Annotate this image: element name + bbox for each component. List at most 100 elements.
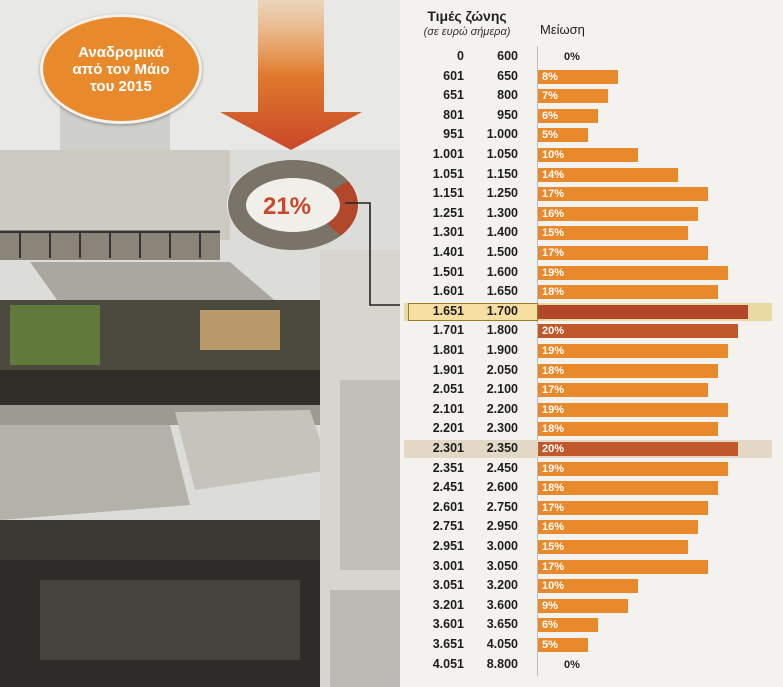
zone-from: 2.301	[432, 441, 464, 455]
zone-to: 600	[497, 49, 518, 63]
reduction-bar	[538, 540, 688, 554]
table-row: 3.051 3.200 10%	[400, 577, 783, 595]
table-row: 0 600 0%	[400, 48, 783, 66]
zone-from: 1.651	[432, 303, 464, 318]
reduction-bar	[538, 618, 598, 633]
table-row: 2.351 2.450 19%	[400, 460, 783, 478]
table-row: 1.601 1.650 18%	[400, 283, 783, 301]
zone-from: 1.151	[432, 186, 464, 201]
reduction-label: 19%	[542, 266, 565, 279]
reduction-bar	[538, 422, 718, 437]
reduction-label: 9%	[542, 599, 558, 612]
zone-to: 950	[497, 107, 518, 122]
table-row: 2.951 3.000 15%	[400, 538, 783, 556]
zone-from: 3.201	[432, 597, 464, 612]
table-row: 1.901 2.050 18%	[400, 362, 783, 380]
zone-from: 1.701	[432, 323, 464, 338]
zone-to: 800	[497, 88, 518, 103]
reduction-bar	[538, 226, 688, 241]
reduction-label: 17%	[542, 188, 565, 201]
column-divider	[537, 46, 538, 676]
zone-to: 2.050	[486, 362, 518, 377]
reduction-label: 10%	[542, 580, 565, 593]
badge-text: Αναδρομικά από τον Μάιο του 2015	[72, 43, 170, 95]
table-row: 1.801 1.900 19%	[400, 342, 783, 360]
zone-from: 1.901	[432, 362, 464, 377]
zone-from: 1.051	[432, 166, 464, 181]
reduction-donut: 21%	[227, 160, 359, 250]
zone-to: 1.900	[486, 343, 518, 357]
table-row: 801 950 6%	[400, 107, 783, 125]
reduction-label: 18%	[542, 286, 565, 299]
zone-from: 1.601	[432, 284, 464, 299]
zone-from: 2.751	[432, 519, 464, 534]
reduction-bar	[538, 402, 728, 417]
zone-from: 601	[443, 68, 464, 83]
zone-to: 8.800	[486, 656, 518, 671]
reduction-bar	[538, 559, 708, 574]
table-row: 4.051 8.800 0%	[400, 656, 783, 674]
table-row: 3.201 3.600 9%	[400, 597, 783, 615]
zone-to: 3.600	[486, 597, 518, 612]
reduction-label: 19%	[542, 462, 565, 475]
zone-to: 2.100	[486, 382, 518, 397]
table-row: 2.301 2.350 20%	[400, 440, 783, 458]
reduction-label: 17%	[542, 247, 565, 259]
table-row: 2.601 2.750 17%	[400, 499, 783, 517]
reduction-label: 20%	[542, 325, 565, 338]
zone-to: 1.300	[486, 205, 518, 220]
table-row: 3.001 3.050 17%	[400, 558, 783, 576]
table-row: 601 650 8%	[400, 68, 783, 86]
zone-to: 2.200	[486, 401, 518, 416]
zone-to: 4.050	[486, 637, 518, 651]
reduction-label: 18%	[542, 423, 565, 436]
zone-from: 1.301	[432, 225, 464, 240]
reduction-bar	[538, 520, 698, 535]
reduction-label: 17%	[542, 384, 565, 397]
reduction-label: 18%	[542, 364, 565, 377]
reduction-label: 6%	[542, 619, 558, 632]
reduction-bar	[538, 344, 728, 358]
reduction-bar	[538, 148, 638, 162]
table-row: 1.301 1.400 15%	[400, 224, 783, 242]
zone-from: 2.451	[432, 480, 464, 495]
reduction-bar	[538, 461, 728, 476]
table-row: 1.001 1.050 10%	[400, 146, 783, 164]
zone-from: 3.601	[432, 617, 464, 632]
zone-from: 651	[443, 88, 464, 103]
header-unit: (σε ευρώ σήμερα)	[423, 26, 511, 38]
reduction-bar	[538, 206, 698, 221]
table-row: 1.501 1.600 19%	[400, 264, 783, 282]
zone-to: 1.050	[486, 147, 518, 161]
reduction-label: 16%	[542, 521, 565, 534]
zone-to: 1.400	[486, 225, 518, 240]
header-zone-prices: Τιμές ζώνης	[427, 8, 507, 24]
zone-to: 3.050	[486, 558, 518, 573]
zone-to: 1.500	[486, 245, 518, 259]
zone-from: 2.601	[432, 499, 464, 514]
reduction-bar	[538, 108, 598, 123]
reduction-label: 6%	[542, 109, 558, 122]
reduction-bar	[538, 481, 718, 496]
zone-to: 1.650	[486, 284, 518, 299]
zone-to: 1.800	[486, 323, 518, 338]
table-row: 1.701 1.800 20%	[400, 322, 783, 340]
reduction-label: 8%	[542, 70, 558, 83]
reduction-bar	[538, 598, 628, 613]
table-row: 1.251 1.300 16%	[400, 205, 783, 223]
zone-from: 0	[457, 49, 464, 63]
zone-to: 3.000	[486, 539, 518, 553]
reduction-bar	[538, 187, 708, 202]
zone-from: 1.251	[432, 205, 464, 220]
zone-to: 2.350	[486, 441, 518, 455]
reduction-bar	[538, 304, 748, 319]
zone-to: 1.150	[486, 166, 518, 181]
table-row: 1.151 1.250 17%	[400, 185, 783, 203]
donut-value: 21%	[263, 193, 311, 220]
table-row: 2.451 2.600 18%	[400, 479, 783, 497]
reduction-bar	[538, 265, 728, 280]
zone-from: 1.501	[432, 264, 464, 279]
reduction-label: 20%	[542, 443, 565, 455]
table-row: 951 1.000 5%	[400, 126, 783, 144]
